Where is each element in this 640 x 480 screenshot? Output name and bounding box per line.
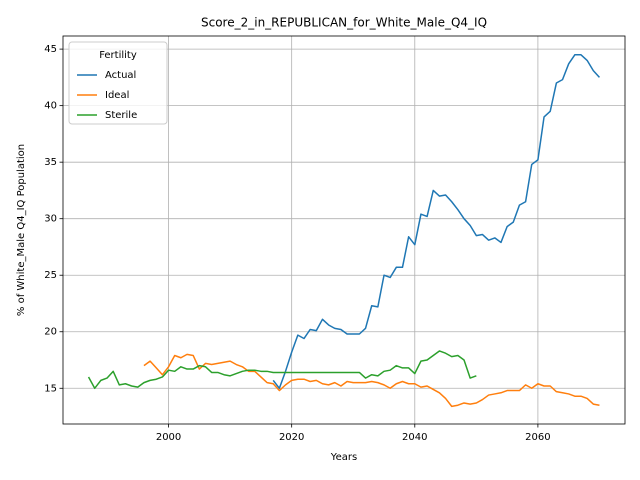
legend-label: Sterile xyxy=(105,110,137,121)
y-tick-label: 20 xyxy=(44,327,57,338)
y-tick-label: 45 xyxy=(44,44,57,55)
legend-title: Fertility xyxy=(99,50,137,61)
chart-title: Score_2_in_REPUBLICAN_for_White_Male_Q4_… xyxy=(201,16,487,30)
x-tick-label: 2000 xyxy=(156,432,181,443)
legend-label: Ideal xyxy=(105,90,129,101)
legend-label: Actual xyxy=(105,70,136,81)
y-axis-label: % of White_Male Q4_IQ Population xyxy=(16,144,27,316)
y-tick-label: 15 xyxy=(44,383,57,394)
legend-box xyxy=(68,41,168,125)
y-tick-label: 30 xyxy=(44,214,57,225)
x-axis-label: Years xyxy=(330,452,357,463)
x-tick-label: 2040 xyxy=(402,432,427,443)
series-line xyxy=(143,353,600,408)
series-line xyxy=(87,350,477,390)
series-line xyxy=(272,54,601,390)
y-tick-label: 40 xyxy=(44,101,57,112)
plot-frame xyxy=(62,35,626,425)
legend: Fertility Actual Ideal Sterile xyxy=(68,41,168,125)
x-tick-label: 2060 xyxy=(525,432,550,443)
y-tick-label: 35 xyxy=(44,157,57,168)
x-tick-label: 2020 xyxy=(279,432,304,443)
y-tick-label: 25 xyxy=(44,270,57,281)
